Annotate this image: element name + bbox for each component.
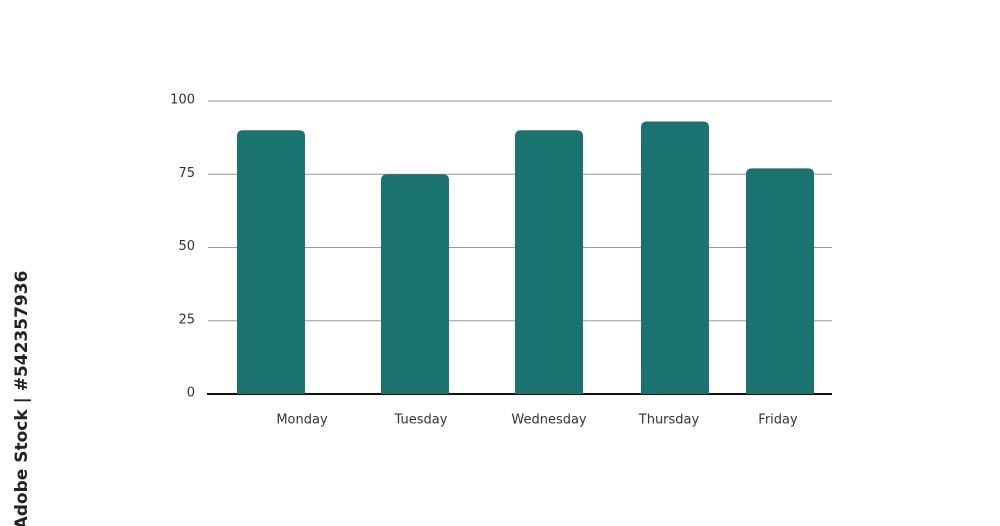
- x-tick-label: Thursday: [638, 413, 700, 428]
- bar: [237, 130, 305, 395]
- y-tick-label: 25: [178, 312, 195, 327]
- y-tick-label: 50: [178, 239, 195, 254]
- x-tick-label: Wednesday: [511, 413, 587, 428]
- x-tick-label: Friday: [758, 413, 798, 428]
- watermark: Adobe Stock | #542357936: [12, 271, 32, 526]
- bar: [641, 121, 709, 394]
- y-tick-label: 0: [187, 386, 195, 401]
- y-tick-label: 100: [170, 93, 195, 108]
- y-tick-label: 75: [178, 166, 195, 181]
- bar: [515, 130, 583, 395]
- bar: [746, 168, 814, 394]
- x-tick-label: Monday: [276, 413, 328, 428]
- x-tick-label: Tuesday: [394, 413, 448, 428]
- bar: [381, 174, 449, 394]
